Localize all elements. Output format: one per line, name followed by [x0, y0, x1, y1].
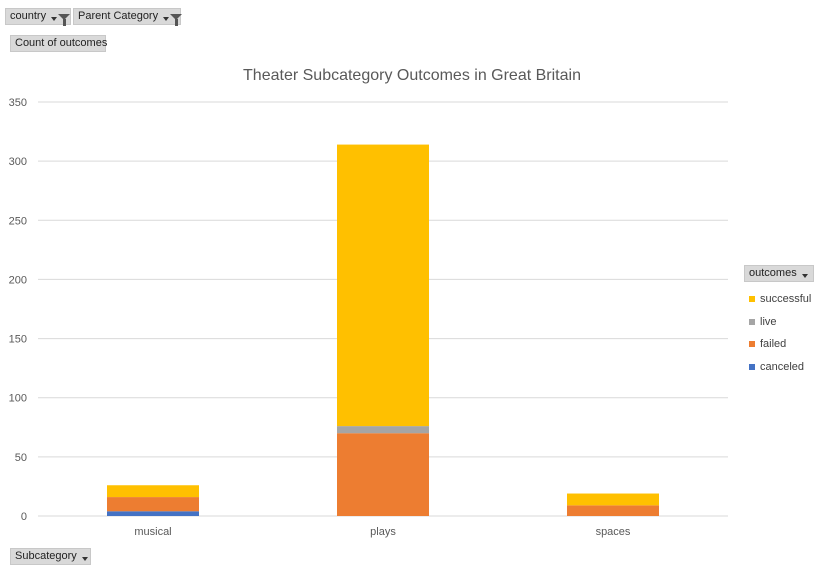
dropdown-icon [51, 16, 58, 21]
bar-segment-spaces-successful[interactable] [567, 493, 659, 506]
legend-item-successful: successful [744, 288, 816, 311]
bar-segment-musical-successful[interactable] [107, 485, 199, 498]
y-tick-label: 0 [21, 511, 27, 523]
bar-segment-plays-failed[interactable] [337, 433, 429, 516]
y-tick-label: 200 [9, 274, 27, 286]
chart-title: Theater Subcategory Outcomes in Great Br… [243, 67, 581, 84]
filter-country[interactable]: country [5, 8, 71, 26]
legend: outcomes successful live failed canceled [744, 265, 816, 378]
filter-parent-category[interactable]: Parent Category [73, 8, 183, 26]
y-tick-label: 250 [9, 215, 27, 227]
legend-item-canceled: canceled [744, 356, 816, 379]
bar-segment-musical-failed[interactable] [107, 497, 199, 512]
legend-label: failed [760, 338, 787, 351]
legend-label: successful [760, 293, 812, 306]
y-tick-label: 150 [9, 334, 27, 346]
filter-parent-category-label: Parent Category [78, 10, 159, 22]
filter-country-label: country [10, 10, 47, 22]
y-tick-label: 300 [9, 156, 27, 168]
legend-swatch [749, 363, 755, 370]
bar-segment-plays-live[interactable] [337, 426, 429, 434]
y-tick-label: 350 [9, 97, 27, 109]
bar-segment-plays-successful[interactable] [337, 144, 429, 427]
y-tick-label: 100 [9, 393, 27, 405]
bar-segment-musical-canceled[interactable] [107, 511, 199, 516]
y-tick-label: 50 [15, 452, 27, 464]
bar-segment-spaces-failed[interactable] [567, 505, 659, 516]
x-tick-label: spaces [596, 526, 631, 538]
x-tick-label: plays [370, 526, 396, 538]
dropdown-icon [81, 556, 88, 561]
dropdown-icon [801, 273, 808, 278]
values-field-button[interactable]: Count of outcomes [10, 35, 108, 52]
legend-field-button[interactable]: outcomes [744, 265, 814, 282]
dropdown-icon [163, 16, 170, 21]
legend-field-label: outcomes [749, 267, 797, 279]
legend-label: live [760, 315, 777, 328]
axis-field-label: Subcategory [15, 550, 77, 562]
legend-item-failed: failed [744, 333, 816, 356]
legend-swatch [749, 296, 755, 303]
filter-icon [58, 13, 71, 26]
values-field-label: Count of outcomes [15, 37, 108, 49]
legend-item-live: live [744, 311, 816, 334]
legend-swatch [749, 341, 755, 348]
x-tick-label: musical [134, 526, 171, 538]
filter-icon [170, 13, 183, 26]
legend-label: canceled [760, 360, 805, 373]
legend-swatch [749, 318, 755, 325]
axis-field-button[interactable]: Subcategory [10, 548, 91, 565]
